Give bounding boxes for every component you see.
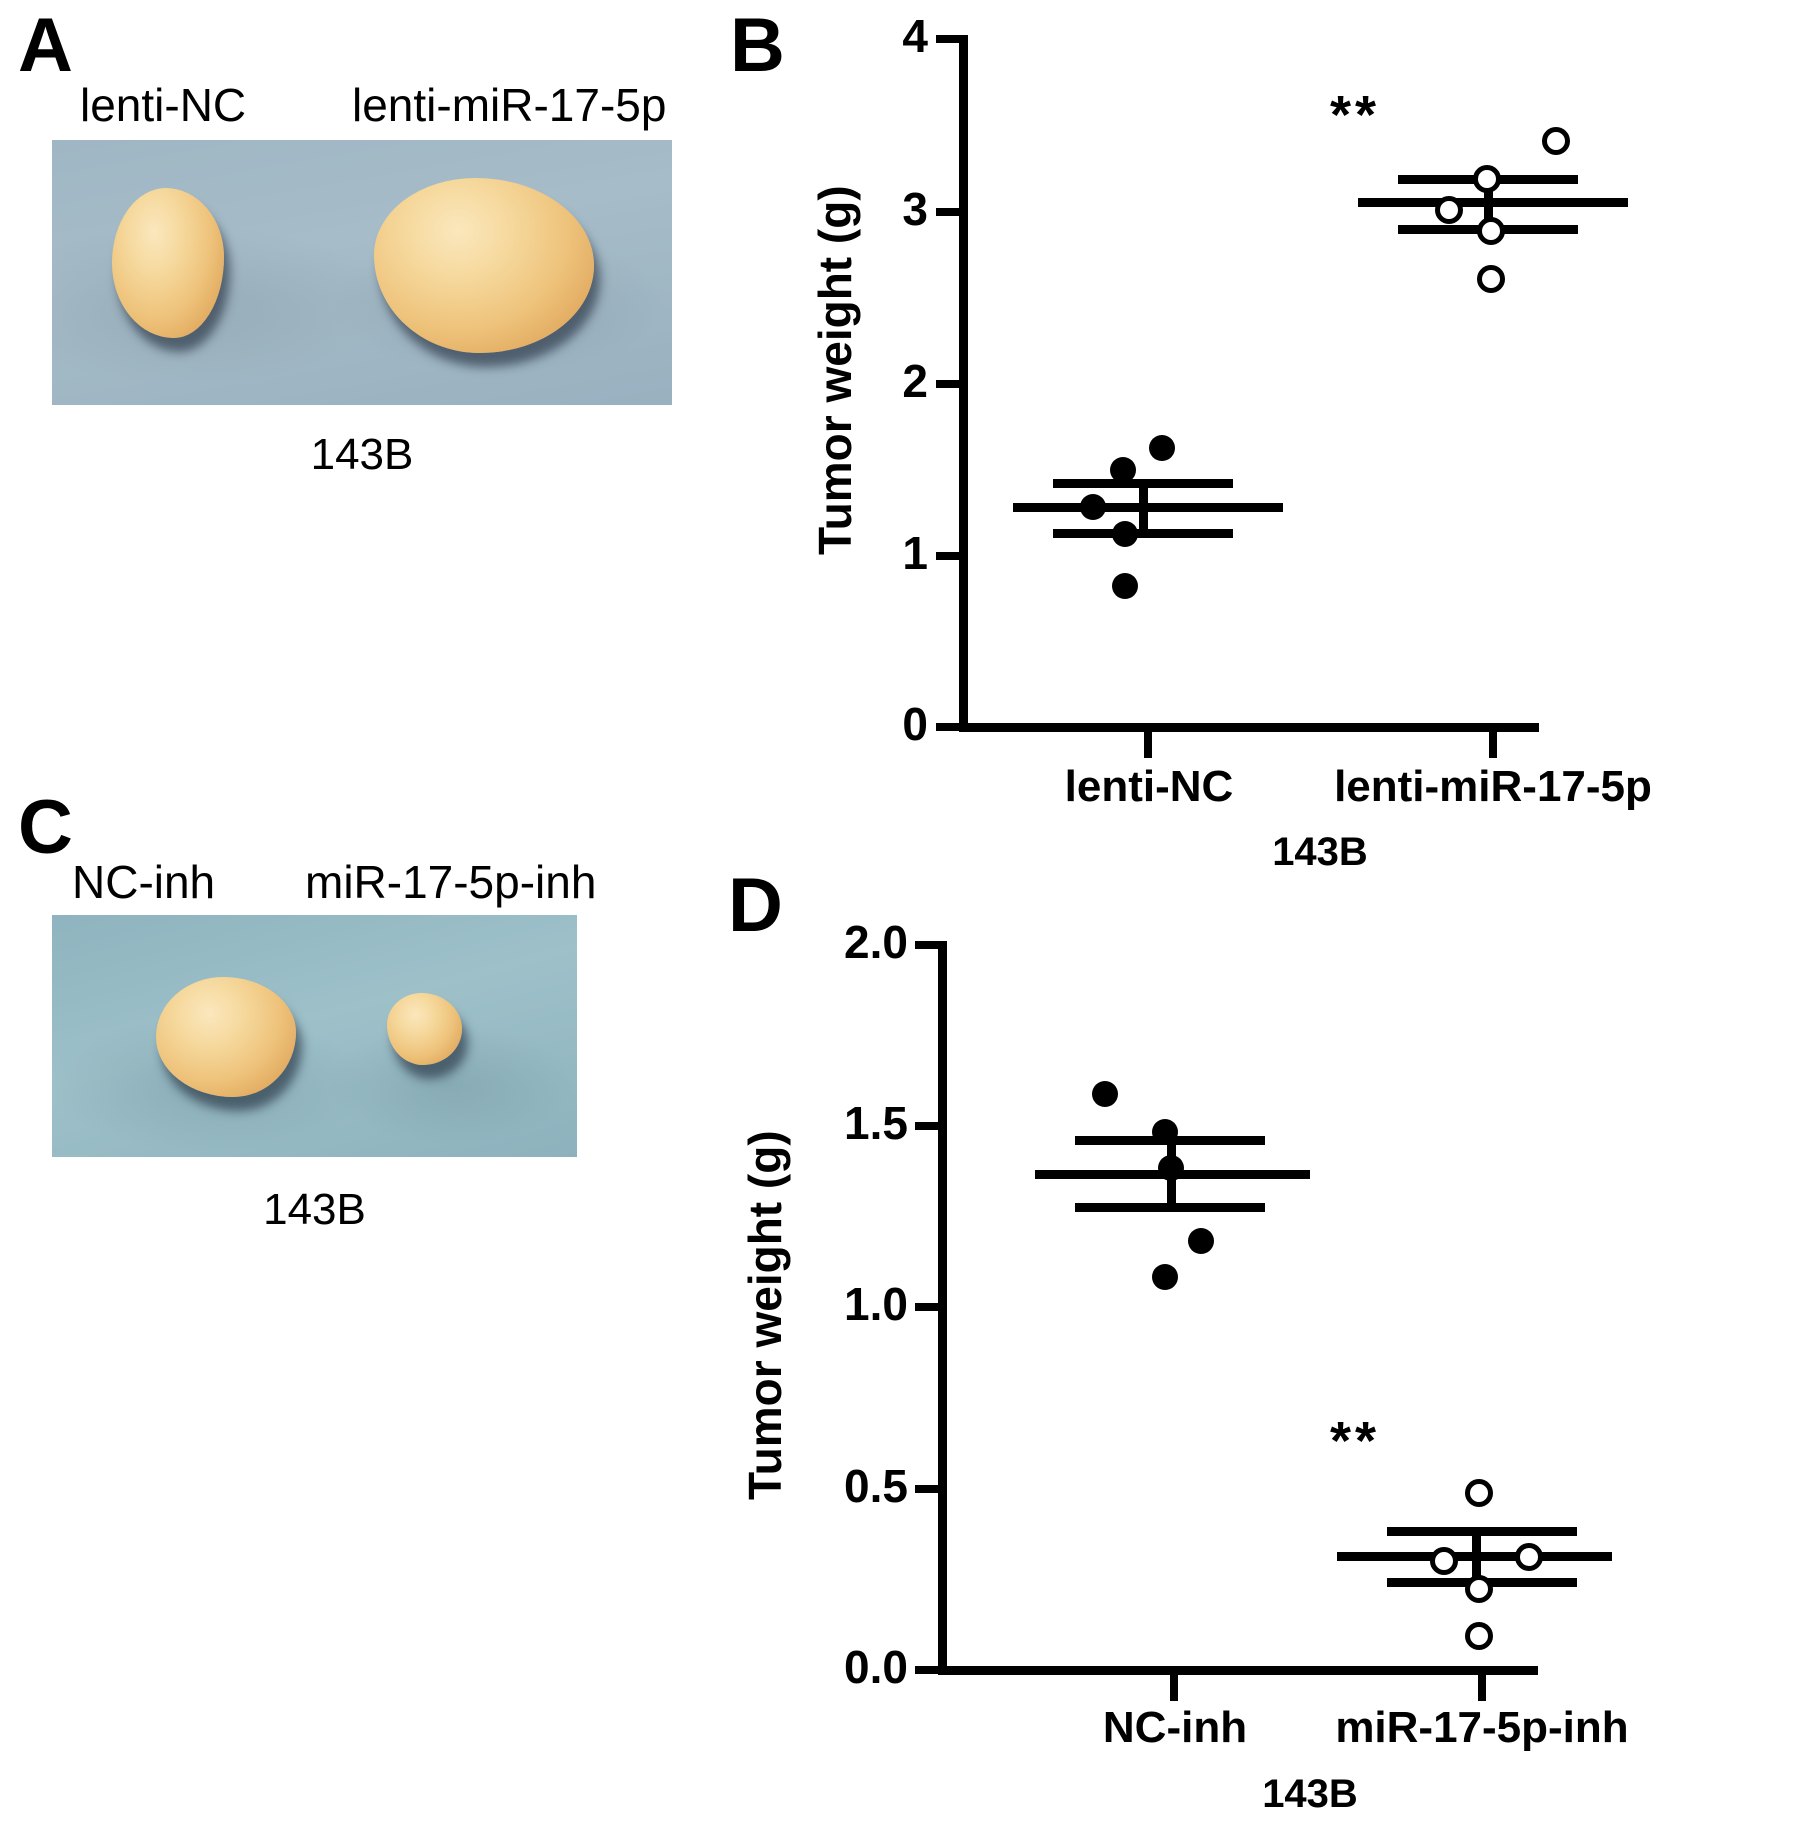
y-tick-3 [936,208,960,216]
data-point-lenti-nc [1080,494,1106,520]
y-tick-label-0: 0 [902,698,928,750]
tumor-specimen-nc-inh [156,977,296,1097]
tumor-specimen-lenti-nc [112,188,224,338]
y-tick-label-0-5: 0.5 [844,1460,908,1512]
x-tick-nc-inh [1170,1675,1178,1701]
error-cap-lower-nc-inh [1075,1203,1265,1212]
y-tick-label-1: 1 [902,527,928,579]
x-axis-line [938,1666,1538,1675]
error-stem-lenti-nc [1139,482,1148,530]
data-point-lenti-nc [1110,457,1136,483]
x-axis-line [959,723,1539,732]
panel-c-cell-line: 143B [263,1185,366,1234]
y-tick-2 [936,380,960,388]
x-tick-label-lenti-mir: lenti-miR-17-5p [1334,762,1652,811]
data-point-mir-inh [1465,1479,1493,1507]
y-tick-label-4: 4 [902,10,928,62]
error-stem-mir-inh [1472,1530,1481,1582]
data-point-lenti-mir [1435,196,1463,224]
data-point-lenti-nc [1112,573,1138,599]
panel-a-letter: A [18,3,73,88]
y-tick-1-5 [915,1122,939,1130]
panel-c-letter: C [18,785,73,870]
y-tick-1 [936,552,960,560]
data-point-nc-inh [1158,1155,1184,1181]
data-point-mir-inh [1515,1543,1543,1571]
tumor-specimen-lenti-mir-17-5p [374,178,594,353]
panel-d-x-axis-title: 143B [1262,1772,1358,1816]
y-axis-title: Tumor weight (g) [739,1130,791,1500]
y-tick-4 [936,35,960,43]
y-tick-1-0 [915,1303,939,1311]
panel-c-group-label-left: NC-inh [72,856,216,908]
data-point-nc-inh [1152,1119,1178,1145]
significance-marker-panel-d: ** [1330,1411,1381,1471]
x-tick-lenti-mir [1489,732,1497,758]
y-tick-0-0 [915,1666,939,1674]
data-point-nc-inh [1152,1264,1178,1290]
panel-c-tumor-photo [52,915,577,1157]
y-tick-label-2: 2 [902,355,928,407]
data-point-lenti-nc [1149,435,1175,461]
x-tick-mir-inh [1478,1675,1486,1701]
data-point-lenti-mir [1542,127,1570,155]
x-tick-label-lenti-nc: lenti-NC [1064,762,1234,811]
data-point-mir-inh [1465,1622,1493,1650]
y-tick-0-5 [915,1485,939,1493]
significance-marker-panel-b: ** [1330,85,1381,145]
y-tick-0 [936,723,960,731]
data-point-lenti-mir [1477,265,1505,293]
y-axis-title: Tumor weight (g) [809,185,861,555]
y-axis-line [959,35,968,731]
error-cap-upper-mir-inh [1387,1527,1577,1536]
y-tick-label-1-5: 1.5 [844,1097,908,1149]
mean-line-lenti-mir [1358,198,1628,207]
data-point-nc-inh [1188,1228,1214,1254]
panel-a-group-label-left: lenti-NC [80,79,247,131]
error-cap-upper-lenti-nc [1053,479,1233,488]
x-tick-label-nc-inh: NC-inh [1102,1703,1248,1752]
panel-a-tumor-photo [52,140,672,405]
panel-b-letter: B [730,3,785,88]
panel-d-letter: D [728,863,783,948]
x-tick-label-mir-inh: miR-17-5p-inh [1335,1703,1629,1752]
y-tick-label-3: 3 [902,183,928,235]
panel-a-cell-line: 143B [310,430,414,479]
mean-line-lenti-nc [1013,503,1283,512]
y-tick-label-2-0: 2.0 [844,916,908,968]
panel-c-group-label-right: miR-17-5p-inh [305,856,597,908]
panel-b-x-axis-title: 143B [1272,830,1368,874]
y-tick-2-0 [915,941,939,949]
y-tick-label-1-0: 1.0 [844,1278,908,1330]
data-point-lenti-nc [1112,521,1138,547]
photo-background [52,915,577,1157]
data-point-mir-inh [1465,1575,1493,1603]
panel-a-group-label-right: lenti-miR-17-5p [352,79,667,131]
y-tick-label-0-0: 0.0 [844,1641,908,1693]
data-point-lenti-mir [1477,217,1505,245]
x-tick-lenti-nc [1144,732,1152,758]
data-point-mir-inh [1430,1547,1458,1575]
tumor-specimen-mir-17-5p-inh [387,993,462,1065]
y-axis-line [938,941,947,1674]
error-cap-lower-lenti-nc [1053,529,1233,538]
data-point-lenti-mir [1473,165,1501,193]
error-stem-lenti-mir [1484,178,1493,226]
data-point-nc-inh [1092,1081,1118,1107]
